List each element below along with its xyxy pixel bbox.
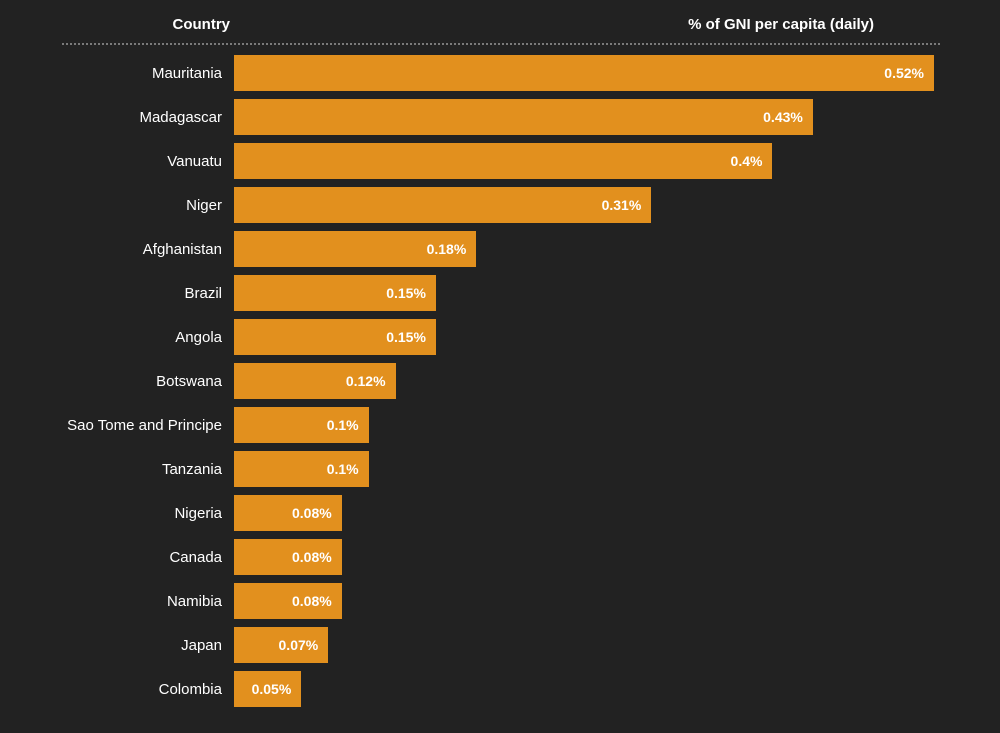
bar-track: 0.43% <box>234 99 934 135</box>
country-label: Sao Tome and Principe <box>67 416 222 434</box>
country-label: Japan <box>181 636 222 654</box>
bar-track: 0.08% <box>234 583 934 619</box>
country-label: Angola <box>175 328 222 346</box>
bar-row: Colombia 0.05% <box>0 667 1000 711</box>
value-label: 0.08% <box>291 505 332 521</box>
bar: 0.15% <box>234 319 436 355</box>
bar-track: 0.15% <box>234 275 934 311</box>
value-label: 0.15% <box>386 285 426 301</box>
bar-row: Nigeria 0.08% <box>0 491 1000 535</box>
value-label: 0.05% <box>251 681 292 697</box>
value-label: 0.1% <box>326 461 359 477</box>
country-label: Madagascar <box>139 108 222 126</box>
bar-row: Mauritania 0.52% <box>0 51 1000 95</box>
bar-row: Botswana 0.12% <box>0 359 1000 403</box>
bar: 0.18% <box>234 231 477 267</box>
bar-track: 0.15% <box>234 319 934 355</box>
bar-row: Afghanistan 0.18% <box>0 227 1000 271</box>
bar: 0.05% <box>234 671 302 707</box>
bar: 0.1% <box>234 451 369 487</box>
bar: 0.12% <box>234 363 396 399</box>
country-label: Namibia <box>166 592 222 610</box>
country-label: Brazil <box>184 284 222 302</box>
bar: 0.15% <box>234 275 436 311</box>
bar-row: Madagascar 0.43% <box>0 95 1000 139</box>
country-label: Tanzania <box>161 460 222 478</box>
value-label: 0.07% <box>278 637 319 653</box>
bar: 0.07% <box>234 627 329 663</box>
bar-rows: Mauritania 0.52% Madagascar 0.43% Vanuat… <box>0 51 1000 711</box>
bar-track: 0.07% <box>234 627 934 663</box>
bar-track: 0.12% <box>234 363 934 399</box>
value-label: 0.4% <box>730 153 763 169</box>
bar-row: Canada 0.08% <box>0 535 1000 579</box>
bar: 0.08% <box>234 495 342 531</box>
bar-track: 0.08% <box>234 495 934 531</box>
value-label: 0.31% <box>601 197 642 213</box>
bar-track: 0.4% <box>234 143 934 179</box>
bar-row: Tanzania 0.1% <box>0 447 1000 491</box>
value-label: 0.43% <box>763 109 803 125</box>
bar: 0.1% <box>234 407 369 443</box>
bar: 0.4% <box>234 143 773 179</box>
value-label: 0.08% <box>291 549 332 565</box>
bar-row: Brazil 0.15% <box>0 271 1000 315</box>
bar-track: 0.05% <box>234 671 934 707</box>
value-label: 0.52% <box>884 65 924 81</box>
country-label: Colombia <box>158 680 222 698</box>
bar-track: 0.52% <box>234 55 934 91</box>
value-label: 0.12% <box>345 373 386 389</box>
chart-header: Country % of GNI per capita (daily) <box>0 0 940 43</box>
header-divider <box>62 43 940 45</box>
country-label: Botswana <box>156 372 222 390</box>
column-header-value: % of GNI per capita (daily) <box>688 16 874 33</box>
country-label: Mauritania <box>151 64 222 82</box>
bar-row: Vanuatu 0.4% <box>0 139 1000 183</box>
column-header-country: Country <box>172 16 231 33</box>
bar-row: Japan 0.07% <box>0 623 1000 667</box>
bar: 0.08% <box>234 583 342 619</box>
bar: 0.52% <box>234 55 934 91</box>
country-label: Nigeria <box>174 504 222 522</box>
bar-track: 0.18% <box>234 231 934 267</box>
bar-row: Niger 0.31% <box>0 183 1000 227</box>
value-label: 0.1% <box>326 417 359 433</box>
bar: 0.08% <box>234 539 342 575</box>
bar: 0.31% <box>234 187 652 223</box>
bar-row: Namibia 0.08% <box>0 579 1000 623</box>
bar-track: 0.31% <box>234 187 934 223</box>
bar-track: 0.08% <box>234 539 934 575</box>
value-label: 0.18% <box>426 241 467 257</box>
value-label: 0.08% <box>291 593 332 609</box>
bar-track: 0.1% <box>234 451 934 487</box>
value-label: 0.15% <box>386 329 426 345</box>
bar-track: 0.1% <box>234 407 934 443</box>
bar-row: Angola 0.15% <box>0 315 1000 359</box>
bar: 0.43% <box>234 99 813 135</box>
country-label: Afghanistan <box>142 240 222 258</box>
country-label: Vanuatu <box>167 152 222 170</box>
country-label: Niger <box>186 196 222 214</box>
bar-row: Sao Tome and Principe 0.1% <box>0 403 1000 447</box>
country-label: Canada <box>169 548 222 566</box>
